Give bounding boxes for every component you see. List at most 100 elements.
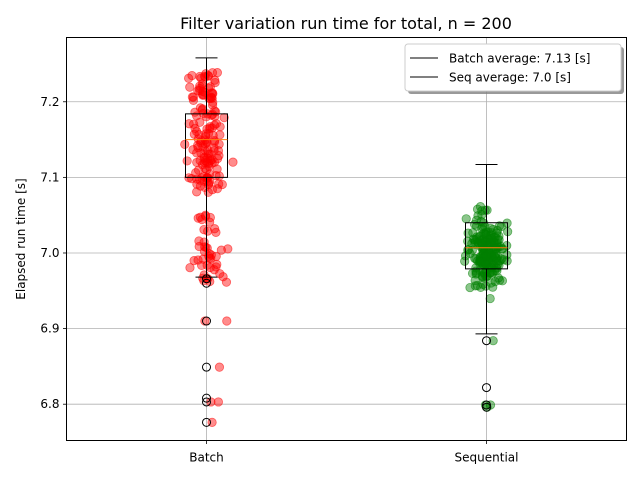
data-point xyxy=(203,226,213,236)
x-axis: Batch Sequential xyxy=(189,440,519,465)
data-point xyxy=(221,277,232,287)
data-point xyxy=(217,179,227,190)
box-iqr xyxy=(465,222,508,270)
y-tick-label: 7.1 xyxy=(40,170,59,184)
data-point xyxy=(193,140,203,150)
data-point xyxy=(201,129,211,139)
data-point xyxy=(203,70,213,81)
y-tick-label: 7.2 xyxy=(40,95,59,109)
data-point xyxy=(197,79,208,89)
y-axis: 6.8 6.9 7.0 7.1 7.2 xyxy=(40,95,67,411)
data-point xyxy=(195,175,205,185)
legend-box xyxy=(404,43,622,92)
data-point xyxy=(185,82,195,92)
data-point xyxy=(489,238,499,248)
data-point xyxy=(199,90,209,100)
data-point xyxy=(188,95,199,106)
data-point xyxy=(471,268,481,278)
data-point xyxy=(211,262,221,272)
data-point xyxy=(475,257,485,267)
data-point xyxy=(208,89,218,99)
y-tick-label: 6.9 xyxy=(40,322,59,336)
outlier-marker xyxy=(202,417,211,427)
outlier-marker xyxy=(202,278,211,288)
data-point xyxy=(477,238,487,249)
data-point xyxy=(194,236,204,246)
data-point xyxy=(488,336,498,346)
data-point xyxy=(211,107,221,117)
data-point xyxy=(209,137,220,147)
data-point xyxy=(222,316,232,326)
legend: Batch average: 7.13 [s] Seq average: 7.0… xyxy=(404,43,624,94)
outlier-marker xyxy=(482,383,491,393)
box-plots xyxy=(185,57,508,335)
data-point xyxy=(475,202,486,212)
data-point xyxy=(476,282,486,292)
outlier-marker xyxy=(202,393,211,403)
data-point xyxy=(203,187,213,197)
data-point xyxy=(480,205,490,215)
data-point xyxy=(216,245,226,255)
data-point xyxy=(480,268,490,278)
y-axis-label: Elapsed run time [s] xyxy=(14,178,28,299)
data-point xyxy=(200,131,211,142)
data-point xyxy=(484,248,494,258)
data-point xyxy=(200,316,210,326)
data-point xyxy=(468,228,478,238)
data-point xyxy=(215,130,225,140)
data-point xyxy=(180,139,190,149)
data-point xyxy=(213,146,224,156)
outlier-marker xyxy=(202,362,211,372)
data-point xyxy=(485,293,495,304)
data-point xyxy=(480,229,491,239)
data-point xyxy=(495,275,505,285)
data-point xyxy=(461,214,471,224)
data-point xyxy=(218,272,228,282)
data-point xyxy=(185,263,195,273)
outlier-marker xyxy=(202,316,211,326)
y-tick-label: 7.0 xyxy=(40,246,59,260)
data-point xyxy=(198,86,208,97)
x-tick-label: Sequential xyxy=(455,451,519,465)
data-point xyxy=(210,224,220,234)
box-iqr xyxy=(185,113,228,178)
legend-label-seq: Seq average: 7.0 [s] xyxy=(449,71,571,85)
data-point xyxy=(214,362,225,372)
data-point xyxy=(192,111,202,121)
chart-title: Filter variation run time for total, n =… xyxy=(180,14,512,33)
data-point xyxy=(182,156,192,166)
data-point xyxy=(488,224,498,235)
plot-frame xyxy=(66,37,627,441)
data-point xyxy=(486,237,496,247)
y-tick-label: 6.8 xyxy=(40,397,59,411)
data-point xyxy=(190,123,200,134)
outlier-marker xyxy=(482,400,491,410)
outlier-markers xyxy=(202,274,491,427)
data-point xyxy=(212,164,222,174)
outlier-marker xyxy=(482,336,491,346)
data-point xyxy=(207,123,217,133)
data-point xyxy=(187,92,197,102)
data-point xyxy=(494,231,504,241)
data-point xyxy=(470,275,480,286)
data-point xyxy=(481,251,491,261)
outlier-marker xyxy=(482,402,491,412)
data-point xyxy=(460,256,470,266)
data-point xyxy=(187,70,197,81)
data-point xyxy=(201,211,211,221)
x-tick-label: Batch xyxy=(189,451,224,465)
data-point xyxy=(208,109,218,119)
legend-label-batch: Batch average: 7.13 [s] xyxy=(449,52,590,66)
data-point xyxy=(488,282,498,292)
data-point xyxy=(206,250,216,260)
outlier-marker xyxy=(202,397,211,407)
data-point xyxy=(499,255,509,265)
data-point xyxy=(214,179,224,189)
data-point xyxy=(465,282,475,293)
data-point xyxy=(204,251,214,261)
data-point xyxy=(502,241,512,251)
data-point xyxy=(228,157,238,167)
data-point xyxy=(481,230,491,240)
data-point xyxy=(463,228,473,238)
